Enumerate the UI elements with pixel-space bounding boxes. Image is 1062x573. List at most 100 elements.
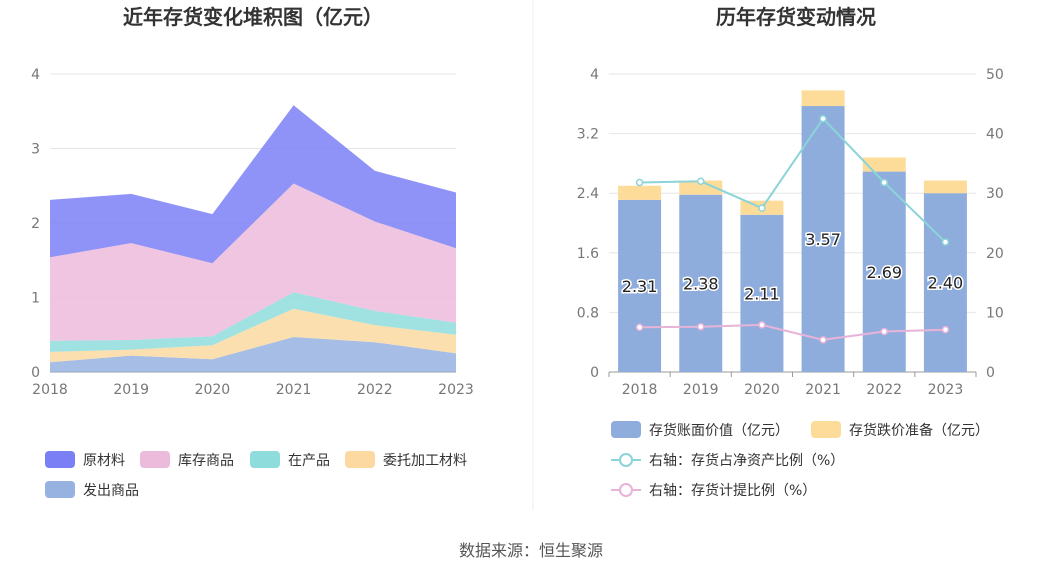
right-lines (635, 114, 950, 344)
right-x-tick: 2021 (805, 382, 841, 398)
line-net-asset-ratio-point (635, 178, 644, 187)
left-x-tick: 2020 (195, 382, 231, 398)
legend-item-wip[interactable]: 在产品 (250, 451, 330, 469)
inventory-change-bar-chart: 历年存货变动情况 2.31 2.382.113.572.692.40 00.81.… (577, 5, 1004, 499)
right-y-tick: 0 (590, 365, 599, 381)
line-provision-ratio-point (819, 336, 827, 344)
bar-book-value (923, 193, 967, 372)
right-y-tick: 3.2 (577, 127, 599, 143)
left-x-tick: 2021 (276, 382, 312, 398)
right-y2-tick: 40 (986, 127, 1004, 143)
legend-item-stock[interactable]: 库存商品 (140, 451, 234, 469)
right-x-tick: 2018 (622, 382, 658, 398)
left-y-tick: 3 (31, 142, 40, 158)
left-x-axis: 2018 2019 2020 2021 2022 2023 (32, 382, 474, 398)
legend-item-book-value[interactable]: 存货账面价值（亿元） (611, 421, 789, 439)
right-y2-tick: 50 (986, 67, 1004, 83)
line-provision-ratio (639, 323, 946, 341)
legend-item-consign[interactable]: 委托加工材料 (345, 451, 467, 469)
legend-item-net-asset-ratio[interactable]: 右轴：存货占净资产比例（%） (611, 452, 844, 469)
right-y2-tick: 0 (986, 365, 995, 381)
left-y-tick: 4 (31, 67, 40, 83)
left-x-tick: 2022 (357, 382, 393, 398)
bar-value-label: 2.38 (683, 274, 719, 293)
legend-item-shipped[interactable]: 发出商品 (45, 481, 139, 499)
legend-swatch (140, 451, 170, 468)
inventory-stacked-area-chart: 近年存货变化堆积图（亿元） 0 1 2 3 4 2018 2019 2020 2021 2022… (31, 5, 474, 499)
line-net-asset-ratio-point (880, 178, 888, 187)
right-y2-tick: 30 (986, 186, 1004, 202)
left-y-tick: 1 (31, 291, 40, 307)
bar-book-value (801, 106, 845, 372)
area-wip (50, 292, 456, 352)
right-y-axis-right: 0 10 20 30 40 50 (986, 67, 1004, 381)
legend-label: 库存商品 (178, 453, 234, 469)
line-provision-ratio-point (758, 321, 766, 329)
line-provision-ratio-point (697, 322, 705, 331)
right-bar-labels: 2.31 2.38 2.11 3.57 2.69 2.40 (620, 229, 964, 305)
right-y2-tick: 10 (986, 305, 1004, 321)
legend-label: 在产品 (288, 453, 330, 469)
area-stock (50, 183, 456, 341)
left-areas (50, 105, 456, 372)
legend-item-provision-ratio[interactable]: 右轴：存货计提比例（%） (611, 482, 816, 499)
right-y-tick: 2.4 (577, 186, 599, 202)
legend-label: 委托加工材料 (383, 453, 467, 469)
legend-marker (619, 453, 633, 467)
line-net-asset-ratio-point (941, 238, 950, 246)
right-y-axis-left: 0 0.8 1.6 2.4 3.2 4 (577, 67, 599, 381)
legend-swatch (611, 421, 641, 438)
bar-impairment (862, 157, 906, 172)
left-x-tick: 2023 (438, 382, 474, 398)
legend-label: 存货账面价值（亿元） (649, 422, 789, 439)
right-legend[interactable]: 存货账面价值（亿元） 存货跌价准备（亿元） 右轴：存货占净资产比例（%） 右轴：存货计… (611, 421, 989, 499)
right-y-tick: 0.8 (577, 305, 599, 321)
line-provision-ratio-point (880, 327, 888, 336)
right-chart-title: 历年存货变动情况 (716, 5, 876, 29)
legend-swatch (45, 451, 75, 468)
right-y2-tick: 20 (986, 246, 1004, 262)
legend-label: 右轴：存货计提比例（%） (649, 482, 816, 499)
left-y-axis: 0 1 2 3 4 (31, 67, 40, 381)
bar-value-label: 2.31 (622, 277, 658, 296)
line-provision-ratio-point (941, 325, 950, 334)
legend-label: 发出商品 (83, 483, 139, 499)
bar-impairment (618, 185, 662, 200)
legend-item-impairment[interactable]: 存货跌价准备（亿元） (811, 421, 989, 439)
left-y-tick: 0 (31, 365, 40, 381)
line-net-asset-ratio (639, 117, 947, 243)
line-net-asset-ratio-point (758, 204, 766, 212)
bar-value-label: 2.69 (866, 263, 902, 282)
bar-impairment (679, 180, 723, 195)
legend-swatch (345, 451, 375, 468)
right-x-tick: 2020 (744, 382, 780, 398)
area-shipped (50, 337, 456, 372)
right-y-tick: 4 (590, 67, 599, 83)
bar-value-label: 2.40 (928, 274, 964, 293)
legend-marker (619, 483, 633, 497)
bar-book-value (862, 171, 906, 372)
left-y-tick: 2 (31, 216, 40, 232)
legend-item-raw[interactable]: 原材料 (45, 451, 125, 469)
line-net-asset-ratio-point (697, 177, 705, 186)
bar-book-value (618, 199, 662, 372)
area-consign (50, 308, 456, 363)
bar-book-value (679, 194, 723, 372)
legend-swatch (811, 421, 841, 438)
bar-value-label: 3.57 (805, 230, 841, 249)
legend-label: 原材料 (83, 453, 125, 469)
left-chart-title: 近年存货变化堆积图（亿元） (123, 5, 383, 29)
area-raw (50, 105, 456, 264)
bar-book-value (740, 214, 784, 372)
right-x-tick: 2023 (928, 382, 964, 398)
legend-swatch (45, 481, 75, 498)
legend-swatch (250, 451, 280, 468)
line-provision-ratio-point (635, 323, 644, 332)
legend-label: 右轴：存货占净资产比例（%） (649, 452, 844, 469)
left-x-tick: 2019 (113, 382, 149, 398)
right-bars (618, 90, 967, 372)
data-source: 数据来源：恒生聚源 (459, 541, 603, 560)
line-net-asset-ratio-point (819, 114, 827, 123)
